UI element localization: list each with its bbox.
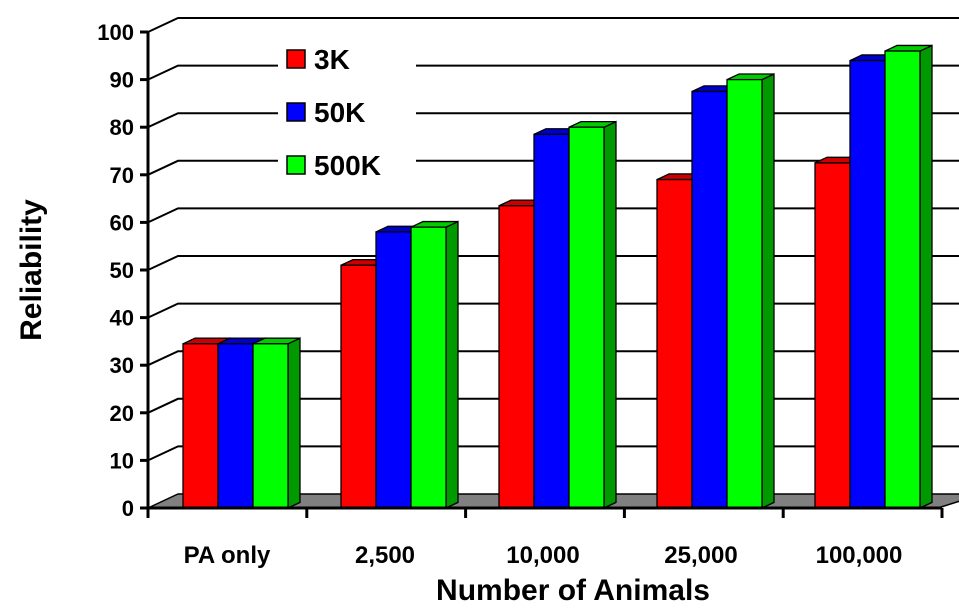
x-tick-label: 2,500 <box>355 542 415 569</box>
legend-label-50k: 50K <box>314 97 365 128</box>
y-tick-label: 10 <box>110 448 134 473</box>
y-tick-label: 80 <box>110 115 134 140</box>
legend-swatch-3k <box>286 49 306 69</box>
bar-500k-1 <box>410 226 447 509</box>
x-tick-label: 100,000 <box>816 542 903 569</box>
y-tick-label: 40 <box>110 306 134 331</box>
gridline <box>147 17 959 33</box>
axes: 0 10 20 30 40 50 60 70 80 90 100 PA only 2,500 10,000… <box>97 20 944 569</box>
bar-3k-3 <box>656 178 693 509</box>
y-tick-label: 70 <box>110 163 134 188</box>
x-tick-label: PA only <box>184 542 271 569</box>
bar-3k-2 <box>498 205 535 509</box>
bar-500k-3 <box>726 78 763 509</box>
y-axis-title: Reliability <box>15 199 48 341</box>
gridline <box>147 64 959 81</box>
bar-50k-4 <box>849 59 886 509</box>
x-tick-label: 25,000 <box>664 542 737 569</box>
y-tick-label: 60 <box>110 210 134 235</box>
bar-50k-2 <box>533 133 570 509</box>
bar-3k-4 <box>814 162 851 509</box>
bar-side-500k-1 <box>445 220 459 510</box>
legend-swatch-50k <box>286 102 306 122</box>
bar-500k-2 <box>568 126 605 509</box>
legend-label-500k: 500K <box>314 150 381 181</box>
y-tick-label: 100 <box>97 20 134 45</box>
bar-50k-0 <box>217 343 254 509</box>
x-tick-label: 10,000 <box>506 542 579 569</box>
y-tick-label: 0 <box>122 496 134 521</box>
y-tick-label: 90 <box>110 68 134 93</box>
bar-side-500k-3 <box>761 72 775 510</box>
gridlines <box>147 17 959 462</box>
bar-3k-0 <box>182 343 219 509</box>
bar-side-500k-2 <box>603 120 617 510</box>
y-tick-label: 50 <box>110 258 134 283</box>
bar-side-500k-0 <box>287 337 301 510</box>
bar-50k-1 <box>375 231 412 509</box>
bar-500k-4 <box>884 50 921 509</box>
gridline <box>147 112 959 129</box>
bar-side-500k-4 <box>919 44 933 510</box>
legend-swatch-500k <box>286 155 306 175</box>
legend: 3K 50K 500K <box>278 38 416 190</box>
bar-3k-1 <box>340 264 377 509</box>
y-tick-label: 20 <box>110 401 134 426</box>
bar-50k-3 <box>691 90 728 509</box>
legend-label-3k: 3K <box>314 44 350 75</box>
x-axis-title: Number of Animals <box>436 574 710 607</box>
y-tick-label: 30 <box>110 353 134 378</box>
bar-500k-0 <box>252 343 289 509</box>
